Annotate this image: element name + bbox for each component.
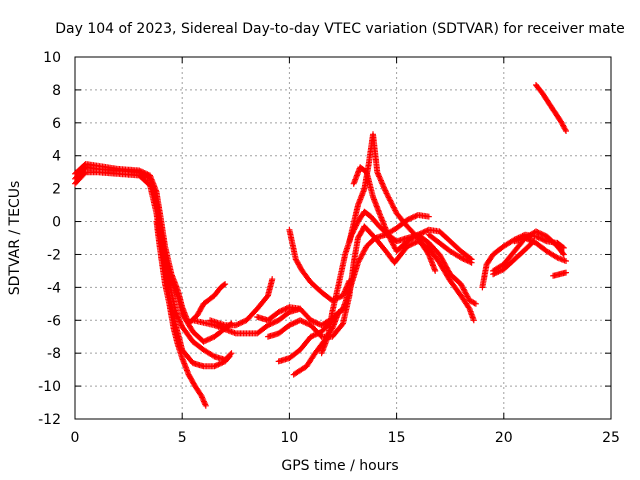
data-point bbox=[559, 250, 566, 257]
data-point bbox=[534, 229, 541, 235]
data-point bbox=[202, 402, 209, 409]
data-point bbox=[335, 309, 342, 315]
y-tick-label: 4 bbox=[52, 149, 61, 165]
data-point bbox=[313, 331, 320, 338]
series-track-15 bbox=[350, 164, 479, 307]
y-tick-label: 10 bbox=[43, 50, 61, 66]
data-point bbox=[563, 258, 569, 264]
series-track-3 bbox=[72, 169, 235, 363]
y-axis-label: SDTVAR / TECUs bbox=[7, 181, 23, 296]
series-track-17 bbox=[425, 231, 475, 266]
series-track-21 bbox=[511, 235, 569, 264]
series-track-20 bbox=[490, 238, 537, 278]
data-point bbox=[560, 251, 567, 258]
data-point bbox=[563, 128, 569, 134]
y-tick-label: 6 bbox=[52, 116, 61, 132]
data-point bbox=[562, 126, 569, 133]
x-tick-label: 5 bbox=[178, 430, 187, 446]
data-point bbox=[524, 236, 531, 243]
data-point bbox=[221, 281, 227, 288]
series-track-19 bbox=[490, 228, 567, 274]
y-tick-label: 8 bbox=[52, 83, 61, 99]
y-tick-label: -4 bbox=[47, 280, 61, 296]
series-track-7 bbox=[189, 305, 304, 337]
x-tick-label: 10 bbox=[280, 430, 298, 446]
data-point bbox=[226, 353, 233, 360]
data-point bbox=[470, 317, 477, 324]
series-track-22 bbox=[533, 82, 569, 134]
data-point bbox=[432, 267, 439, 274]
series-track-16 bbox=[361, 223, 477, 324]
data-point bbox=[468, 259, 475, 266]
x-tick-label: 0 bbox=[71, 430, 80, 446]
data-point bbox=[282, 306, 289, 312]
data-point bbox=[313, 319, 320, 326]
x-tick-label: 15 bbox=[388, 430, 406, 446]
data-point bbox=[302, 319, 309, 326]
data-point bbox=[208, 335, 215, 341]
data-point bbox=[407, 215, 413, 222]
series-track-23 bbox=[550, 269, 569, 279]
y-tick-label: -6 bbox=[47, 313, 61, 329]
data-point bbox=[228, 350, 235, 357]
data-point bbox=[409, 240, 416, 247]
y-tick-label: 2 bbox=[52, 182, 61, 198]
data-point bbox=[225, 354, 232, 361]
y-tick-label: -12 bbox=[38, 412, 61, 428]
data-point bbox=[560, 244, 567, 251]
x-tick-label: 25 bbox=[602, 430, 620, 446]
series-track-5 bbox=[162, 267, 233, 370]
data-point bbox=[269, 320, 275, 327]
data-point bbox=[563, 269, 569, 276]
x-tick-label: 20 bbox=[495, 430, 513, 446]
data-point bbox=[558, 119, 565, 126]
data-point bbox=[472, 300, 479, 307]
y-tick-label: 0 bbox=[52, 215, 61, 231]
data-point bbox=[264, 293, 270, 300]
data-point bbox=[81, 170, 88, 177]
series-track-6 bbox=[207, 276, 276, 329]
chart-title: Day 104 of 2023, Sidereal Day-to-day VTE… bbox=[55, 21, 625, 37]
plot-frame bbox=[74, 56, 612, 420]
axis-ticks: 0 5 10 15 20 25 -12 -10 -8 -6 -4 -2 0 2 4 6 8 10 bbox=[38, 50, 620, 446]
y-tick-label: -2 bbox=[47, 247, 61, 263]
y-tick-label: -8 bbox=[47, 346, 61, 362]
data-point bbox=[269, 276, 276, 283]
data-marks bbox=[72, 82, 569, 409]
y-tick-label: -10 bbox=[38, 379, 61, 395]
x-axis-label: GPS time / hours bbox=[281, 458, 398, 474]
data-point bbox=[425, 213, 432, 220]
data-point bbox=[222, 281, 229, 288]
series-track-4 bbox=[153, 218, 209, 409]
